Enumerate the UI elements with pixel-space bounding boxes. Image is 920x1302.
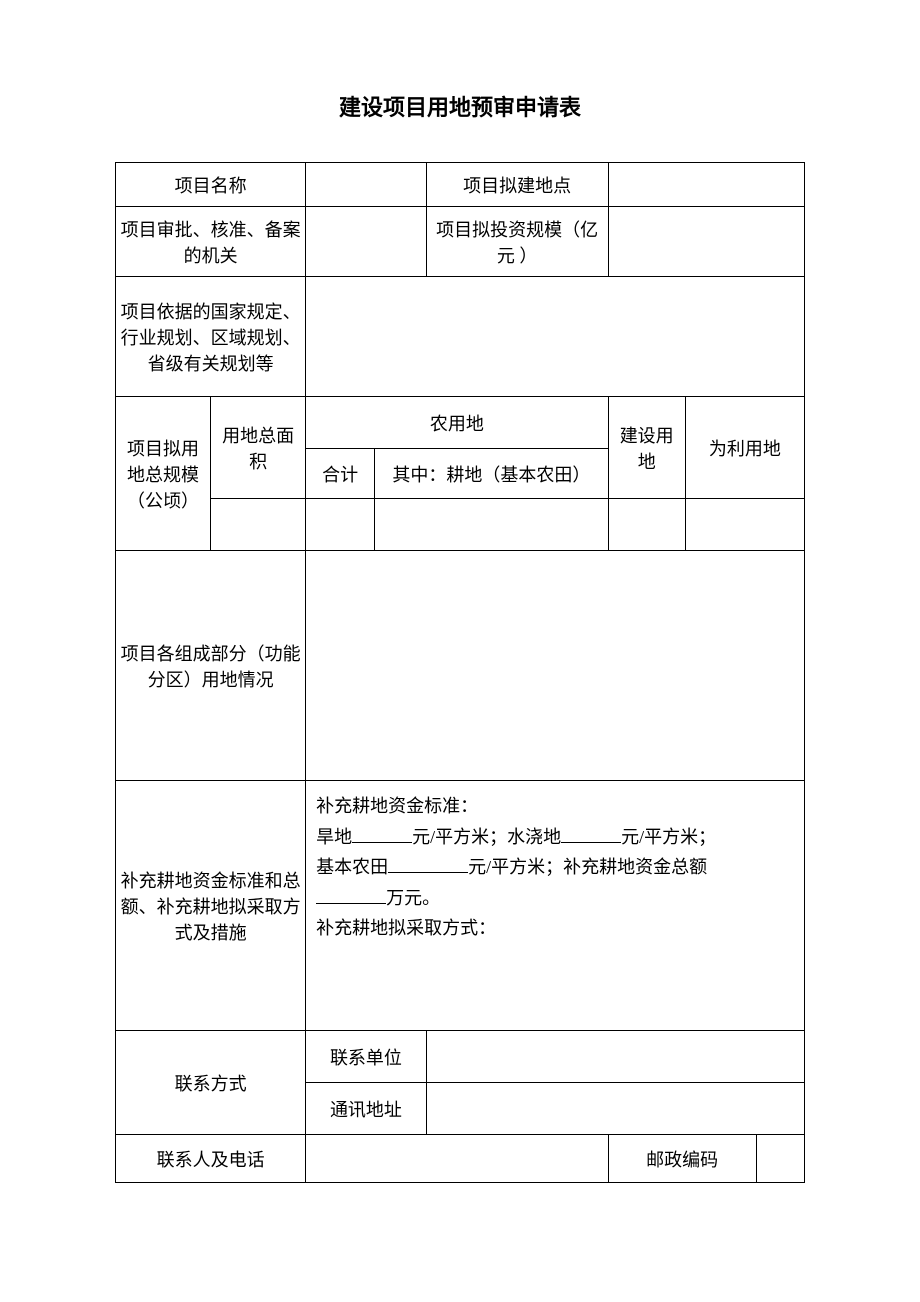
supplement-content[interactable]: 补充耕地资金标准： 旱地 元/平方米；水浇地 元/平方米； 基本农田 元/平方米；补充… [306,781,805,1031]
suppl-dry-prefix: 旱地 [316,827,352,847]
approval-org-value[interactable] [306,207,427,277]
suppl-line2c: 元/平方米； [621,827,716,847]
land-scale-total-area-label: 用地总面积 [211,397,306,499]
suppl-total-prefix: 元/平方米；补充耕地资金总额 [468,857,707,877]
basic-farmland-blank[interactable] [388,857,468,873]
construction-land-label: 建设用地 [608,397,685,499]
basis-value[interactable] [306,277,805,397]
parts-label: 项目各组成部分（功能分区）用地情况 [116,551,306,781]
suppl-basic-prefix: 基本农田 [316,857,388,877]
construction-land-value[interactable] [608,499,685,551]
suppl-irrigated-prefix: 元/平方米；水浇地 [412,827,561,847]
person-phone-label: 联系人及电话 [116,1135,306,1183]
total-area-value[interactable] [211,499,306,551]
postal-value[interactable] [756,1135,804,1183]
supplement-label: 补充耕地资金标准和总额、补充耕地拟采取方式及措施 [116,781,306,1031]
postal-label: 邮政编码 [608,1135,756,1183]
contact-unit-label: 联系单位 [306,1031,427,1083]
unused-land-value[interactable] [685,499,804,551]
suppl-line4a: 万元。 [386,888,440,908]
project-location-label: 项目拟建地点 [426,163,608,207]
suppl-line1: 补充耕地资金标准： [316,796,478,816]
dry-land-blank[interactable] [352,826,412,842]
project-name-label: 项目名称 [116,163,306,207]
invest-scale-label: 项目拟投资规模（亿元 ） [426,207,608,277]
suppl-method-label: 补充耕地拟采取方式： [316,918,496,938]
contact-label: 联系方式 [116,1031,306,1135]
basis-label: 项目依据的国家规定、行业规划、区域规划、省级有关规划等 [116,277,306,397]
subtotal-label: 合计 [306,449,375,499]
person-phone-value[interactable] [306,1135,608,1183]
unused-land-label: 为利用地 [685,397,804,499]
project-location-value[interactable] [608,163,804,207]
invest-scale-value[interactable] [608,207,804,277]
subtotal-value[interactable] [306,499,375,551]
contact-address-label: 通讯地址 [306,1083,427,1135]
project-name-value[interactable] [306,163,427,207]
contact-address-value[interactable] [426,1083,804,1135]
farmland-value[interactable] [375,499,609,551]
application-table: 项目名称 项目拟建地点 项目审批、核准、备案的机关 项目拟投资规模（亿元 ） 项… [115,162,805,1183]
agri-land-label: 农用地 [306,397,608,449]
form-title: 建设项目用地预审申请表 [115,90,805,122]
farmland-label: 其中：耕地（基本农田） [375,449,609,499]
contact-unit-value[interactable] [426,1031,804,1083]
land-scale-total-label: 项目拟用地总规模（公顷） [116,397,211,551]
approval-org-label: 项目审批、核准、备案的机关 [116,207,306,277]
total-amount-blank[interactable] [316,888,386,904]
parts-value[interactable] [306,551,805,781]
irrigated-land-blank[interactable] [561,826,621,842]
